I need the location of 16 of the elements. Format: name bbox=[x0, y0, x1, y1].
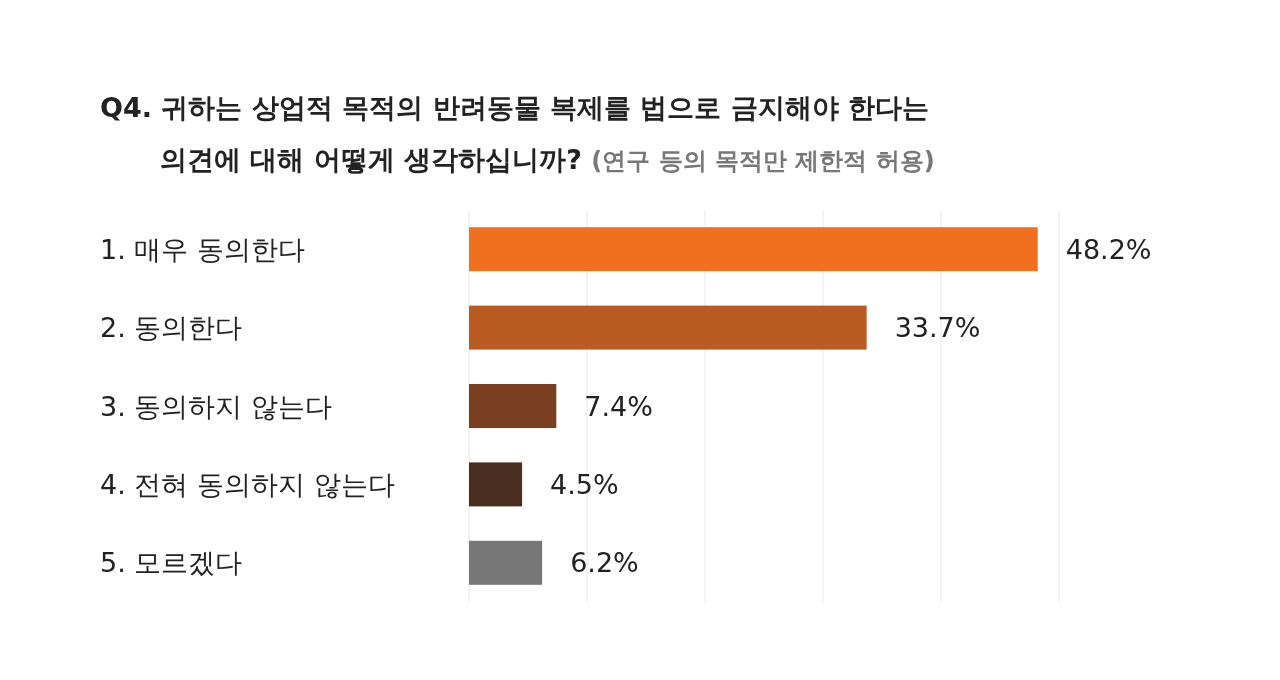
y-tick-label: 2. 동의한다 bbox=[100, 312, 243, 344]
bar bbox=[469, 462, 523, 507]
bar bbox=[469, 384, 557, 428]
title: Q4. 귀하는 상업적 목적의 반려동물 복제를 법으로 금지해야 한다는 의견에 대해 어떻게 생각하십니까? (연구 등의 목적만 제한적 허용) bbox=[100, 91, 936, 177]
data-label: 48.2% bbox=[1065, 233, 1152, 265]
y-tick-label: 1. 매우 동의한다 bbox=[100, 233, 305, 265]
data-label: 7.4% bbox=[584, 390, 653, 422]
data-label: 4.5% bbox=[550, 468, 619, 500]
bar bbox=[469, 227, 1038, 272]
y-tick-label: 4. 전혀 동의하지 않는다 bbox=[100, 468, 395, 500]
y-tick-label: 3. 동의하지 않는다 bbox=[100, 390, 332, 422]
y-tick-label: 5. 모르겠다 bbox=[100, 547, 243, 579]
bar bbox=[469, 540, 543, 585]
data-label: 33.7% bbox=[894, 312, 981, 344]
bar bbox=[469, 305, 867, 350]
data-label: 6.2% bbox=[570, 547, 639, 579]
